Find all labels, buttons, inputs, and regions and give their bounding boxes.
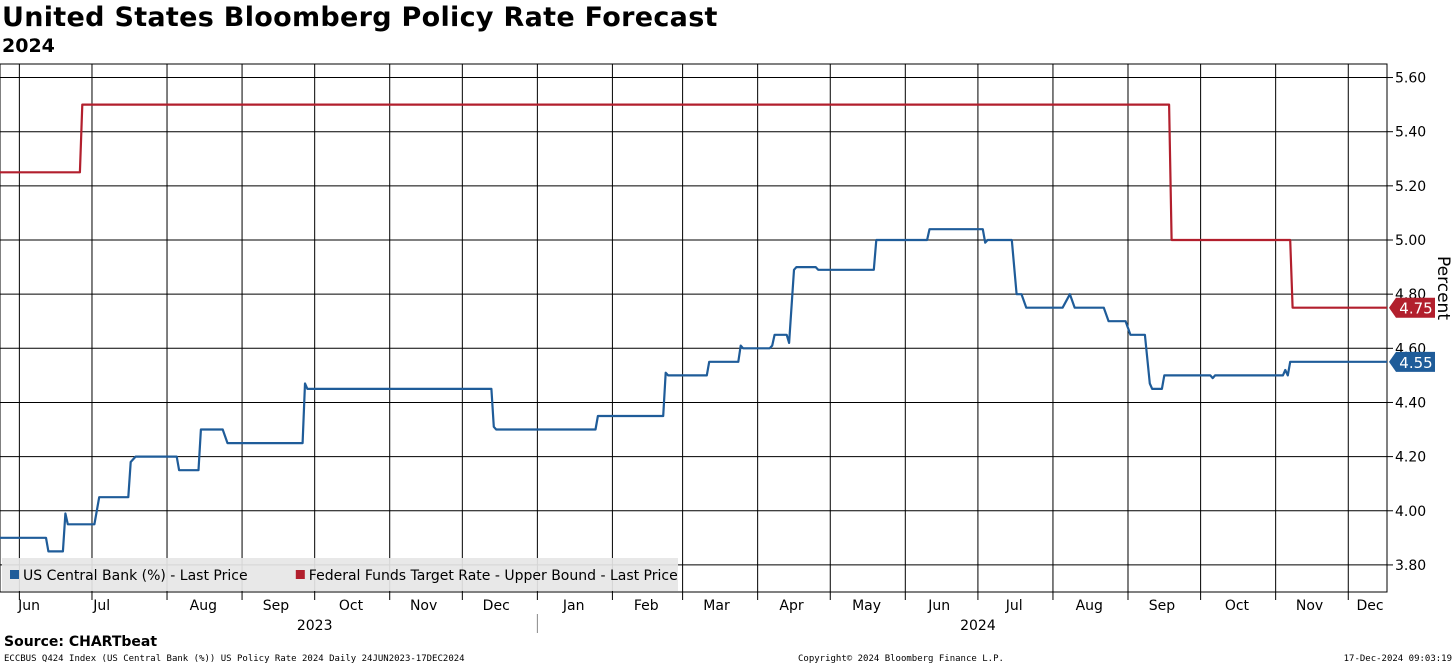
x-tick-label: Aug [1076,598,1103,614]
last-value-label: 4.75 [1399,300,1432,318]
plot-area [0,63,1388,593]
legend-swatch [295,570,305,579]
y-tick-label: 5.00 [1395,233,1426,249]
series-line-2 [0,103,1387,309]
x-tick-label: Jun [927,598,950,614]
x-tick-label: Aug [190,598,217,614]
y-tick-label: 5.20 [1395,179,1426,195]
series-line-1 [0,228,1387,553]
footer-timestamp: 17-Dec-2024 09:03:19 [1343,654,1452,664]
x-year-label: 2023 [297,618,333,634]
legend-label: Federal Funds Target Rate - Upper Bound … [309,568,678,584]
x-tick-label: Oct [339,598,364,614]
y-tick-label: 3.80 [1395,558,1426,574]
x-year-label: 2024 [960,618,996,634]
y-tick-label: 4.40 [1395,395,1426,411]
x-tick-label: Apr [779,598,803,614]
y-tick-label: 4.00 [1395,504,1426,520]
x-tick-label: Jan [562,598,585,614]
x-tick-label: Dec [1357,598,1384,614]
last-value-tag [1389,351,1435,372]
x-tick-label: Nov [1296,598,1323,614]
x-tick-label: Feb [634,598,659,614]
y-tick-label: 5.60 [1395,71,1426,87]
x-tick-label: Jul [1005,598,1023,614]
legend-label: US Central Bank (%) - Last Price [23,568,248,584]
x-tick-label: Sep [1149,598,1176,614]
last-value-label: 4.55 [1399,354,1432,372]
x-tick-label: Oct [1225,598,1250,614]
footer-ticker-info: ECCBUS Q424 Index (US Central Bank (%)) … [4,654,465,664]
source-label: Source: CHARTbeat [4,634,158,650]
legend-box [2,558,678,591]
chart-subtitle: 2024 [2,35,55,57]
x-tick-label: May [852,598,881,614]
x-tick-label: Jun [17,598,40,614]
y-axis-label: Percent [1433,256,1453,320]
y-tick-label: 5.40 [1395,125,1426,141]
x-tick-label: Dec [483,598,510,614]
legend-swatch [10,570,19,579]
x-tick-label: Mar [703,598,730,614]
x-tick-label: Sep [263,598,290,614]
chart-title: United States Bloomberg Policy Rate Fore… [2,2,718,33]
y-tick-label: 4.20 [1395,450,1426,466]
x-tick-label: Nov [410,598,437,614]
last-value-tag [1389,297,1435,318]
x-tick-label: Jul [92,598,110,614]
footer-copyright: Copyright© 2024 Bloomberg Finance L.P. [798,654,1004,664]
